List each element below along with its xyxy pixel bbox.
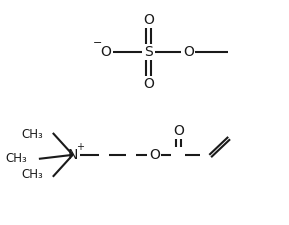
Text: O: O xyxy=(183,45,194,59)
Text: CH₃: CH₃ xyxy=(5,152,27,165)
Text: O: O xyxy=(100,45,111,59)
Text: O: O xyxy=(149,148,160,162)
Text: −: − xyxy=(93,38,102,48)
Text: CH₃: CH₃ xyxy=(21,168,43,181)
Text: O: O xyxy=(173,124,184,138)
Text: O: O xyxy=(143,13,154,27)
Text: S: S xyxy=(144,45,153,59)
Text: +: + xyxy=(76,142,84,152)
Text: N: N xyxy=(68,148,78,162)
Text: O: O xyxy=(143,77,154,91)
Text: CH₃: CH₃ xyxy=(21,128,43,142)
